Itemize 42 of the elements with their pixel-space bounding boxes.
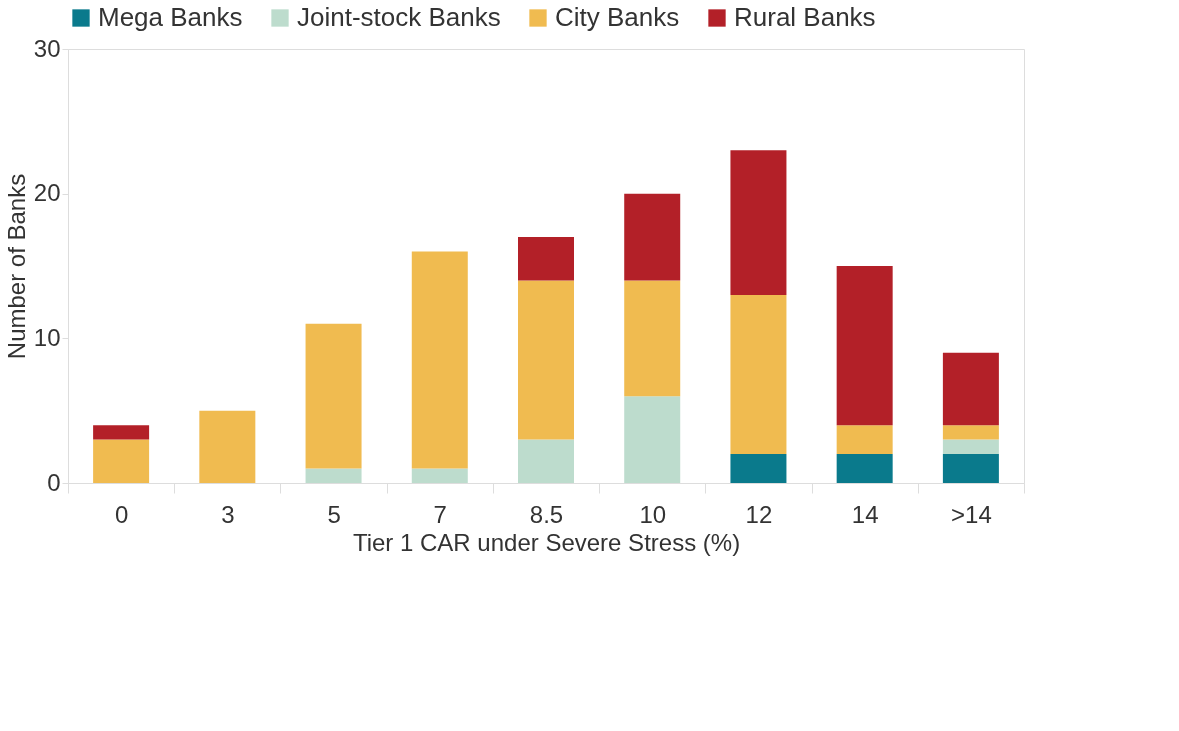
- x-tick-label: 0: [114, 500, 129, 528]
- x-tick-label: 10: [639, 500, 667, 528]
- bar: [93, 425, 150, 440]
- x-axis-title: Tier 1 CAR under Severe Stress (%): [352, 528, 741, 556]
- legend-label: Mega Banks: [98, 2, 243, 32]
- bar: [624, 280, 681, 397]
- y-tick-label: 30: [33, 34, 61, 62]
- x-tick-label: 5: [327, 500, 341, 528]
- bar: [942, 439, 999, 455]
- y-tick-label: 0: [47, 468, 61, 496]
- bar: [942, 425, 999, 440]
- bar: [730, 294, 787, 455]
- bar: [942, 454, 999, 483]
- bar: [836, 425, 893, 455]
- bar: [730, 150, 787, 295]
- bar: [93, 439, 150, 483]
- bar: [199, 410, 256, 483]
- bar: [624, 396, 681, 483]
- bar: [942, 352, 999, 426]
- y-tick-label: 20: [33, 179, 61, 207]
- bar: [411, 251, 468, 469]
- x-tick-label: 8.5: [529, 500, 564, 528]
- bar: [305, 468, 362, 483]
- bar: [518, 280, 574, 440]
- x-tick-label: 14: [851, 500, 879, 528]
- bar: [411, 468, 468, 483]
- legend-label: City Banks: [555, 2, 680, 32]
- bar: [836, 266, 893, 426]
- bar: [624, 193, 681, 281]
- legend-label: Rural Banks: [734, 2, 876, 32]
- bar: [518, 439, 574, 483]
- bar: [518, 237, 574, 281]
- x-tick-label: 12: [745, 500, 773, 528]
- x-tick-label: 7: [433, 500, 447, 528]
- x-tick-label: 3: [221, 500, 235, 528]
- legend-label: Joint-stock Banks: [297, 2, 501, 32]
- y-tick-label: 10: [33, 323, 61, 351]
- x-tick-label: >14: [951, 500, 992, 528]
- bar: [305, 323, 362, 469]
- bar: [730, 454, 787, 483]
- bar: [836, 454, 893, 483]
- y-axis-title: Number of Banks: [2, 173, 30, 360]
